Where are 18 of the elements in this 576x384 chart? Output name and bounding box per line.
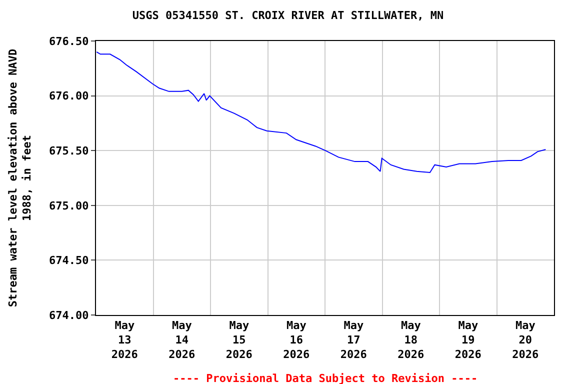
x-tick-label: May 20 2026	[512, 319, 539, 361]
y-tick-label: 676.00	[49, 90, 89, 103]
x-tick-label: May 13 2026	[111, 319, 138, 361]
x-tick-label: May 15 2026	[226, 319, 253, 361]
y-tick-label: 674.00	[49, 308, 89, 322]
line-series	[96, 51, 546, 174]
y-tick-label: 675.50	[49, 144, 89, 158]
x-tick-label: May 16 2026	[283, 319, 310, 361]
x-tick-label: May 19 2026	[454, 319, 482, 361]
text: ---- Provisional Data Subject to Revision ----	[173, 372, 478, 384]
x-tick-label: May 18 2026	[398, 319, 424, 361]
y-tick-label: 674.50	[49, 254, 89, 268]
x-tick-label: May 14 2026	[168, 319, 196, 361]
x-tick-label: May 17 2026	[340, 319, 368, 361]
y-axis-title: Stream water level elevation above NAVD 1988, in feet	[6, 48, 34, 308]
y-tick-label: 675.00	[49, 199, 89, 212]
y-tick-label: 676.50	[49, 34, 89, 48]
chart-title: USGS 05341550 ST. CROIX RIVER AT STILLWATER, MN	[132, 9, 444, 22]
